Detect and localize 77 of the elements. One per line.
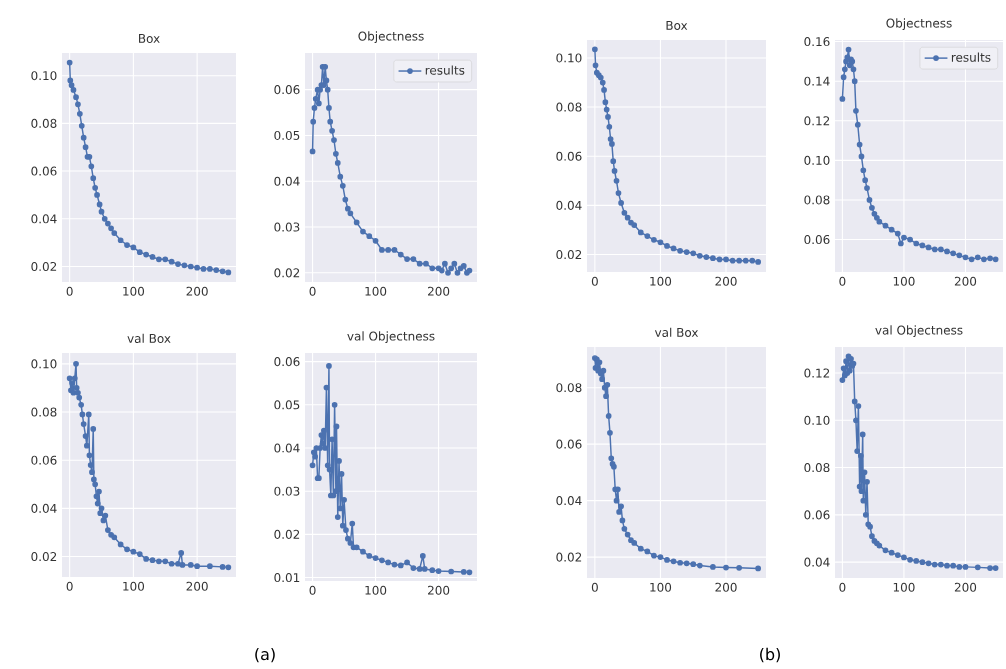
y-tick-label: 0.03	[274, 486, 300, 496]
y-tick-label: 0.04	[556, 496, 582, 506]
y-tick-label: 0.06	[274, 357, 300, 367]
y-tick-label: 0.08	[804, 195, 830, 205]
legend-label: results	[425, 65, 465, 75]
y-tick-label: 0.08	[804, 463, 830, 473]
y-tick-label: 0.02	[556, 250, 582, 260]
y-tick-label: 0.01	[274, 573, 300, 583]
y-tick-label: 0.08	[31, 118, 57, 128]
x-tick-label: 200	[715, 276, 737, 286]
y-tick-label: 0.02	[274, 529, 300, 539]
y-tick-label: 0.04	[31, 214, 57, 224]
x-tick-label: 200	[715, 582, 737, 592]
legend-label: results	[951, 52, 991, 62]
x-tick-label: 0	[839, 276, 846, 286]
chart-title: val Box	[654, 327, 699, 337]
x-tick-label: 100	[123, 581, 145, 591]
x-tick-label: 0	[309, 286, 316, 296]
y-tick-label: 0.04	[274, 443, 300, 453]
x-tick-label: 100	[650, 582, 672, 592]
text: (b)	[760, 647, 780, 663]
y-tick-label: 0.02	[274, 268, 300, 278]
x-tick-label: 200	[428, 286, 450, 296]
x-tick-label: 0	[309, 585, 316, 595]
y-tick-label: 0.04	[274, 176, 300, 186]
x-tick-label: 100	[365, 585, 387, 595]
y-tick-label: 0.04	[31, 503, 57, 513]
x-tick-label: 0	[591, 276, 598, 286]
y-tick-label: 0.16	[804, 37, 830, 47]
x-tick-label: 200	[954, 582, 977, 592]
chart-title: val Box	[127, 333, 171, 343]
y-tick-label: 0.12	[804, 368, 830, 378]
x-tick-label: 0	[839, 582, 846, 592]
y-tick-label: 0.06	[804, 510, 830, 520]
y-tick-label: 0.04	[556, 200, 582, 210]
y-tick-label: 0.06	[274, 85, 300, 95]
y-tick-label: 0.02	[31, 261, 57, 272]
y-tick-label: 0.06	[556, 439, 582, 449]
x-tick-label: 100	[893, 582, 915, 592]
y-tick-label: 0.08	[556, 383, 582, 393]
y-tick-label: 0.02	[31, 551, 57, 562]
text: (a)	[255, 647, 275, 663]
y-tick-label: 0.10	[804, 415, 830, 425]
chart-title: Box	[139, 34, 160, 43]
y-tick-label: 0.06	[804, 235, 830, 245]
chart-title: Objectness	[886, 18, 952, 30]
chart-title: Box	[666, 21, 688, 30]
y-tick-label: 0.02	[556, 552, 582, 562]
x-tick-label: 200	[954, 276, 977, 286]
y-tick-label: 0.10	[31, 71, 57, 81]
y-tick-label: 0.08	[556, 102, 582, 112]
x-tick-label: 0	[66, 581, 73, 591]
y-tick-label: 0.06	[31, 166, 57, 176]
y-tick-label: 0.06	[556, 151, 582, 161]
x-tick-label: 100	[123, 286, 145, 296]
y-tick-label: 0.05	[274, 400, 300, 410]
x-tick-label: 100	[365, 286, 387, 296]
y-tick-label: 0.10	[31, 359, 57, 369]
y-tick-label: 0.10	[556, 53, 582, 63]
y-tick-label: 0.06	[31, 455, 57, 465]
y-tick-label: 0.05	[274, 130, 300, 140]
x-tick-label: 200	[186, 581, 208, 591]
y-tick-label: 0.08	[31, 407, 57, 417]
x-tick-label: 0	[66, 286, 73, 296]
x-tick-label: 100	[893, 276, 915, 286]
y-tick-label: 0.14	[804, 76, 830, 86]
y-tick-label: 0.10	[804, 155, 830, 165]
x-tick-label: 0	[591, 582, 598, 592]
chart-title: Objectness	[358, 31, 424, 43]
x-tick-label: 200	[428, 585, 450, 595]
y-tick-label: 0.12	[804, 116, 830, 126]
chart-title: val Objectness	[875, 325, 963, 337]
y-tick-label: 0.03	[274, 222, 300, 232]
x-tick-label: 200	[186, 286, 208, 296]
chart-title: val Objectness	[347, 331, 435, 343]
x-tick-label: 100	[650, 276, 672, 286]
y-tick-label: 0.04	[804, 557, 830, 567]
